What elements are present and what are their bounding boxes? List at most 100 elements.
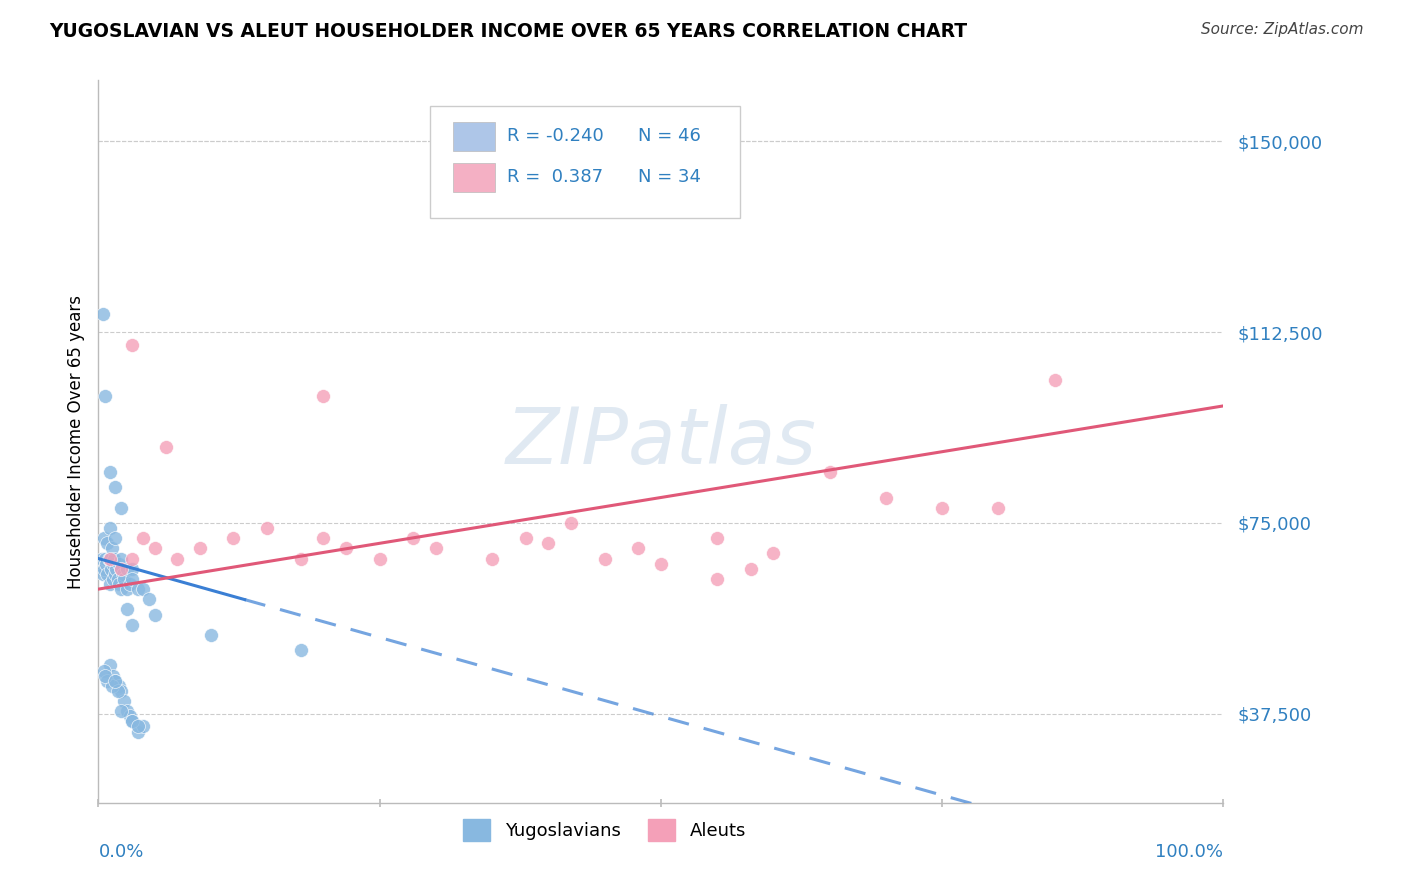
Point [110, 582, 132, 596]
Point [118, 577, 141, 591]
Point [101, 668, 124, 682]
Point [143, 541, 166, 556]
Point [312, 531, 335, 545]
Point [115, 582, 138, 596]
Point [91, 566, 114, 581]
Point [650, 557, 672, 571]
Point [105, 562, 128, 576]
Point [706, 531, 728, 545]
Point [121, 714, 143, 729]
Point [818, 465, 841, 479]
Point [93, 562, 115, 576]
Point [481, 551, 503, 566]
Point [740, 562, 762, 576]
Point [107, 577, 129, 591]
Point [107, 684, 129, 698]
Point [987, 500, 1010, 515]
Point [121, 572, 143, 586]
Point [101, 557, 124, 571]
Point [593, 551, 616, 566]
Point [96, 557, 118, 571]
Point [121, 617, 143, 632]
Point [127, 719, 149, 733]
Point [402, 531, 425, 545]
Point [107, 572, 129, 586]
Text: R =  0.387: R = 0.387 [506, 168, 603, 186]
Text: YUGOSLAVIAN VS ALEUT HOUSEHOLDER INCOME OVER 65 YEARS CORRELATION CHART: YUGOSLAVIAN VS ALEUT HOUSEHOLDER INCOME … [49, 22, 967, 41]
Point [98, 551, 121, 566]
Point [762, 546, 785, 560]
Point [98, 577, 121, 591]
Point [537, 536, 560, 550]
Point [104, 531, 127, 545]
Point [101, 541, 124, 556]
Point [312, 389, 335, 403]
Point [425, 541, 447, 556]
Point [166, 551, 188, 566]
Text: Source: ZipAtlas.com: Source: ZipAtlas.com [1201, 22, 1364, 37]
Point [121, 714, 143, 729]
Legend: Yugoslavians, Aleuts: Yugoslavians, Aleuts [456, 812, 754, 848]
Bar [453, 162, 495, 192]
FancyBboxPatch shape [430, 105, 740, 218]
Point [127, 582, 149, 596]
Point [121, 562, 143, 576]
Bar [453, 122, 495, 152]
Point [93, 664, 115, 678]
Point [107, 557, 129, 571]
Point [94, 551, 117, 566]
Text: N = 46: N = 46 [638, 128, 702, 145]
Point [112, 566, 135, 581]
Point [107, 679, 129, 693]
Point [110, 562, 132, 576]
Point [112, 694, 135, 708]
Point [110, 551, 132, 566]
Point [121, 338, 143, 352]
Point [96, 673, 118, 688]
Text: R = -0.240: R = -0.240 [506, 128, 603, 145]
Text: ZIPatlas: ZIPatlas [505, 403, 817, 480]
Point [132, 719, 155, 733]
Point [104, 480, 127, 494]
Text: 100.0%: 100.0% [1156, 843, 1223, 861]
Point [143, 607, 166, 622]
Point [93, 531, 115, 545]
Point [104, 566, 127, 581]
Point [200, 628, 222, 642]
Point [515, 531, 537, 545]
Point [127, 724, 149, 739]
Point [132, 531, 155, 545]
Point [115, 562, 138, 576]
Y-axis label: Householder Income Over 65 years: Householder Income Over 65 years [66, 294, 84, 589]
Point [104, 673, 127, 688]
Point [115, 704, 138, 718]
Point [121, 551, 143, 566]
Point [98, 551, 121, 566]
Point [188, 541, 211, 556]
Point [1043, 374, 1066, 388]
Point [627, 541, 650, 556]
Point [96, 536, 118, 550]
Point [94, 389, 117, 403]
Text: 0.0%: 0.0% [98, 843, 143, 861]
Point [101, 572, 124, 586]
Point [222, 531, 245, 545]
Point [118, 709, 141, 723]
Point [706, 572, 728, 586]
Point [98, 658, 121, 673]
Point [132, 582, 155, 596]
Point [97, 551, 120, 566]
Point [256, 521, 278, 535]
Point [155, 440, 177, 454]
Point [110, 684, 132, 698]
Point [115, 602, 138, 616]
Point [875, 491, 897, 505]
Point [138, 592, 160, 607]
Point [91, 307, 114, 321]
Text: N = 34: N = 34 [638, 168, 702, 186]
Point [110, 704, 132, 718]
Point [96, 566, 118, 581]
Point [104, 673, 127, 688]
Point [98, 465, 121, 479]
Point [290, 643, 312, 657]
